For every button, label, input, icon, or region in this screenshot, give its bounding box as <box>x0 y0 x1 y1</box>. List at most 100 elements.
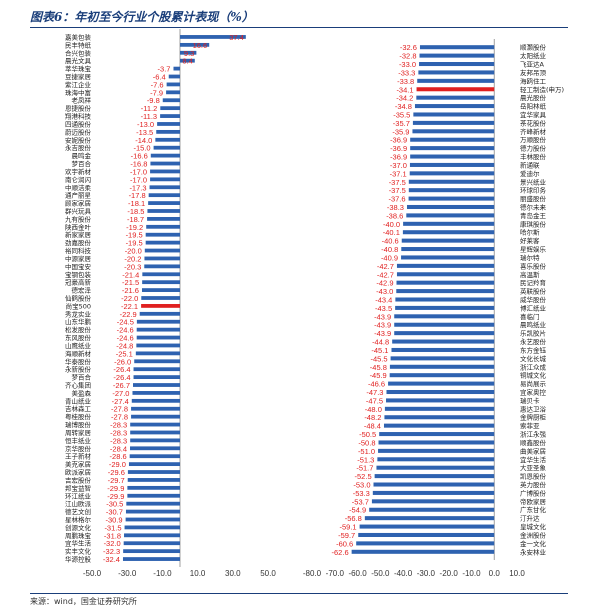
category-label: 永吉股份 <box>65 143 92 152</box>
bar <box>401 247 495 252</box>
x-tick-label: -40.0 <box>394 569 413 578</box>
data-label: -43.0 <box>376 287 393 296</box>
bar <box>134 359 180 364</box>
data-label: -28.4 <box>110 444 127 453</box>
bar <box>125 509 180 514</box>
source-note: 来源：wind，国金证券研究所 <box>30 597 137 606</box>
bar <box>390 356 495 361</box>
data-label: -52.5 <box>355 472 372 481</box>
data-label: -24.8 <box>116 341 133 350</box>
data-label: -44.8 <box>372 338 389 347</box>
category-label: 金洲股份 <box>520 530 547 539</box>
data-label: -17.0 <box>130 167 147 176</box>
category-label: 顺灏股份 <box>520 43 547 52</box>
category-label: 中国宝安 <box>65 262 92 271</box>
category-label: 嘉美包装 <box>65 32 92 41</box>
category-label: 飞亚达A <box>520 60 545 69</box>
bar <box>369 507 495 512</box>
bar <box>412 120 495 125</box>
bar <box>147 216 180 221</box>
category-label: 老凤祥 <box>72 96 92 105</box>
category-label: 中源家居 <box>65 254 92 263</box>
data-label: -6.4 <box>153 73 166 82</box>
data-label: -14.0 <box>135 136 152 145</box>
category-label: 江山欧派 <box>65 499 92 508</box>
bar <box>386 389 495 395</box>
data-label: -28.6 <box>110 452 127 461</box>
bar <box>356 541 495 546</box>
category-label: 广东甘化 <box>520 505 547 514</box>
data-label: -51.3 <box>357 455 374 464</box>
data-label: -42.7 <box>377 262 394 271</box>
category-label: 四通股份 <box>65 119 92 128</box>
x-tick-label: -80.0 <box>303 569 322 578</box>
category-label: 南仑润闪 <box>65 175 91 184</box>
bar <box>409 171 495 176</box>
bar <box>142 280 180 285</box>
bar <box>408 179 495 184</box>
category-label: 曲美家居 <box>520 446 547 455</box>
category-label: 美克家居 <box>65 460 92 469</box>
x-tick-label: 30.0 <box>225 569 241 578</box>
bar <box>408 196 495 201</box>
data-label: -43.9 <box>374 329 391 338</box>
category-label: 博汇纸业 <box>520 303 547 312</box>
data-label: -33.8 <box>397 77 414 86</box>
bar <box>351 549 495 554</box>
bar <box>409 162 495 167</box>
category-label: 帝欧家居 <box>520 497 547 506</box>
data-label: -29.7 <box>108 476 125 485</box>
bar <box>144 256 180 261</box>
bar <box>127 478 180 482</box>
bar <box>136 327 180 332</box>
category-label: 陕西金叶 <box>65 222 92 231</box>
data-label: -62.6 <box>332 548 349 557</box>
category-label: 新家家居 <box>65 230 92 239</box>
bar <box>148 193 180 198</box>
bar <box>180 42 210 47</box>
bar <box>131 406 180 411</box>
category-label: 大亚圣象 <box>520 463 547 472</box>
category-label: 山鹰纸业 <box>65 341 92 350</box>
bar <box>144 248 180 253</box>
bar <box>383 423 495 428</box>
bar <box>145 240 180 245</box>
data-label: -13.5 <box>136 128 153 137</box>
bar <box>403 221 495 226</box>
category-label: 群兴玩具 <box>65 206 92 215</box>
data-label: -37.5 <box>389 186 406 195</box>
bar <box>379 432 495 437</box>
bar <box>123 549 180 554</box>
data-label: -26.7 <box>113 381 130 390</box>
bar <box>401 255 495 260</box>
data-label: -40.0 <box>383 220 400 229</box>
category-label: 青山纸业 <box>65 396 92 405</box>
title-divider <box>30 27 568 28</box>
category-label: 紫江企业 <box>65 80 92 89</box>
bar <box>396 289 495 294</box>
category-label: 顺鑫股份 <box>520 438 547 447</box>
bar <box>166 90 180 95</box>
data-label: -43.9 <box>374 312 391 321</box>
category-label: 英力股份 <box>520 480 547 489</box>
category-label: 东风股份 <box>65 333 92 342</box>
bar <box>374 474 495 479</box>
data-label: -40.1 <box>383 228 400 237</box>
bar <box>180 58 195 63</box>
category-label: 德艺文创 <box>65 507 91 516</box>
data-label: -47.3 <box>366 388 383 397</box>
category-label: 新通联 <box>520 160 540 169</box>
category-label: 惠达卫浴 <box>520 404 547 413</box>
category-label: 浙江永强 <box>520 430 547 439</box>
category-label: 景兴纸业 <box>520 177 547 186</box>
data-label: -27.8 <box>111 413 128 422</box>
highlight-bar <box>141 304 180 308</box>
data-label: -35.5 <box>393 110 410 119</box>
data-label: -60.6 <box>336 539 353 548</box>
bar <box>125 517 180 522</box>
category-label: 喜临门 <box>520 312 540 321</box>
category-label: 铜城文化 <box>520 371 547 380</box>
category-label: 晨光文具 <box>65 56 92 65</box>
category-label: 王子新材 <box>65 452 92 461</box>
